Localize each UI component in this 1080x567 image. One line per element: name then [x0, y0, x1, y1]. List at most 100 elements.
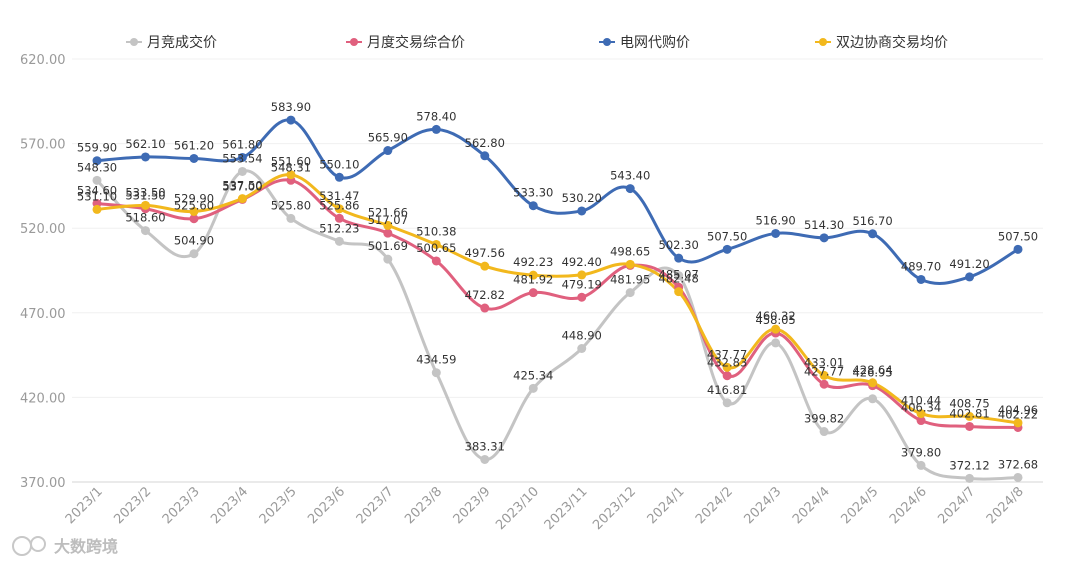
data-label: 491.20	[949, 257, 989, 271]
data-label: 553.54	[222, 151, 262, 165]
data-point	[965, 411, 975, 421]
data-label: 531.10	[77, 189, 117, 203]
x-tick-label: 2023/5	[257, 484, 300, 527]
data-point	[916, 409, 926, 419]
data-point	[92, 175, 102, 185]
data-label: 492.40	[562, 255, 602, 269]
data-label: 383.31	[465, 439, 505, 453]
data-label: 533.50	[125, 185, 165, 199]
legend-label: 月度交易综合价	[367, 34, 465, 51]
data-label: 472.82	[465, 288, 505, 302]
data-point	[916, 460, 926, 470]
data-point	[189, 153, 199, 163]
series-line-0	[95, 169, 1019, 481]
x-tick-label: 2024/6	[887, 484, 930, 527]
x-tick-label: 2023/3	[160, 484, 203, 527]
data-label: 551.60	[271, 155, 311, 169]
data-point	[819, 379, 829, 389]
data-label: 510.38	[416, 224, 456, 238]
y-tick-label: 570.00	[20, 138, 66, 153]
data-label: 416.81	[707, 383, 747, 397]
x-tick-label: 2024/8	[984, 484, 1027, 527]
x-tick-label: 2024/4	[790, 484, 833, 527]
data-point	[334, 213, 344, 223]
data-point	[237, 166, 247, 176]
legend-item: 电网代购价	[599, 35, 690, 51]
data-label: 565.90	[368, 131, 408, 145]
data-point	[528, 288, 538, 298]
series-points	[92, 115, 1023, 483]
data-label: 525.86	[319, 198, 359, 212]
data-point	[189, 249, 199, 259]
legend-marker	[130, 38, 138, 46]
legend-marker	[603, 38, 611, 46]
data-point	[528, 270, 538, 280]
y-tick-label: 520.00	[20, 222, 66, 237]
data-point	[286, 115, 296, 125]
data-point	[383, 228, 393, 238]
data-label: 533.30	[513, 186, 553, 200]
data-label: 408.75	[949, 396, 989, 410]
data-label: 514.30	[804, 218, 844, 232]
data-label: 561.80	[222, 137, 262, 151]
data-label: 372.68	[998, 457, 1038, 471]
data-label: 518.60	[125, 211, 165, 225]
series-lines	[95, 118, 1019, 481]
data-label: 437.77	[707, 347, 747, 361]
data-label: 525.80	[271, 198, 311, 212]
legend-item: 月竞成交价	[126, 34, 217, 51]
data-label: 583.90	[271, 100, 311, 114]
data-label: 500.65	[416, 241, 456, 255]
data-point	[189, 214, 199, 224]
data-label: 433.01	[804, 355, 844, 369]
data-label: 548.30	[77, 160, 117, 174]
watermark-text: 大数跨境	[54, 537, 118, 556]
data-label: 548.31	[271, 160, 311, 174]
x-tick-label: 2023/4	[208, 484, 251, 527]
data-point	[383, 254, 393, 264]
data-label: 372.12	[949, 458, 989, 472]
data-point	[722, 371, 732, 381]
data-label: 399.82	[804, 412, 844, 426]
data-point	[140, 200, 150, 210]
data-label: 507.50	[998, 229, 1038, 243]
data-label: 425.34	[513, 368, 553, 382]
x-tick-label: 2023/8	[402, 484, 445, 527]
data-point	[480, 261, 490, 271]
legend-item: 双边协商交易均价	[815, 34, 948, 51]
data-point	[722, 398, 732, 408]
data-point	[140, 152, 150, 162]
data-label: 512.23	[319, 221, 359, 235]
data-label: 485.07	[659, 267, 699, 281]
data-point	[383, 220, 393, 230]
data-label: 489.70	[901, 259, 941, 273]
data-label: 410.44	[901, 394, 941, 408]
x-tick-label: 2023/6	[305, 484, 348, 527]
data-label: 432.83	[707, 356, 747, 370]
data-point	[92, 156, 102, 166]
data-point	[528, 383, 538, 393]
y-tick-label: 470.00	[20, 307, 66, 322]
data-point	[1013, 418, 1023, 428]
data-point	[868, 394, 878, 404]
data-label: 448.90	[562, 329, 602, 343]
data-labels: 548.30 518.60 504.90 553.54 525.80 512.23 501.…	[77, 100, 1038, 472]
data-label: 543.40	[610, 169, 650, 183]
legend-item: 月度交易综合价	[346, 34, 465, 51]
data-label: 531.50	[125, 189, 165, 203]
x-tick-label: 2023/9	[451, 484, 494, 527]
data-point	[334, 236, 344, 246]
x-tick-label: 2023/1	[63, 484, 106, 527]
data-label: 402.22	[998, 407, 1038, 421]
data-label: 404.96	[998, 403, 1038, 417]
data-label: 550.10	[319, 157, 359, 171]
data-point	[286, 213, 296, 223]
data-label: 406.34	[901, 401, 941, 415]
data-point	[92, 204, 102, 214]
data-label: 525.60	[174, 199, 214, 213]
data-point	[431, 124, 441, 134]
series-line-2	[96, 118, 1019, 286]
data-label: 458.05	[756, 313, 796, 327]
data-label: 537.50	[222, 179, 262, 193]
